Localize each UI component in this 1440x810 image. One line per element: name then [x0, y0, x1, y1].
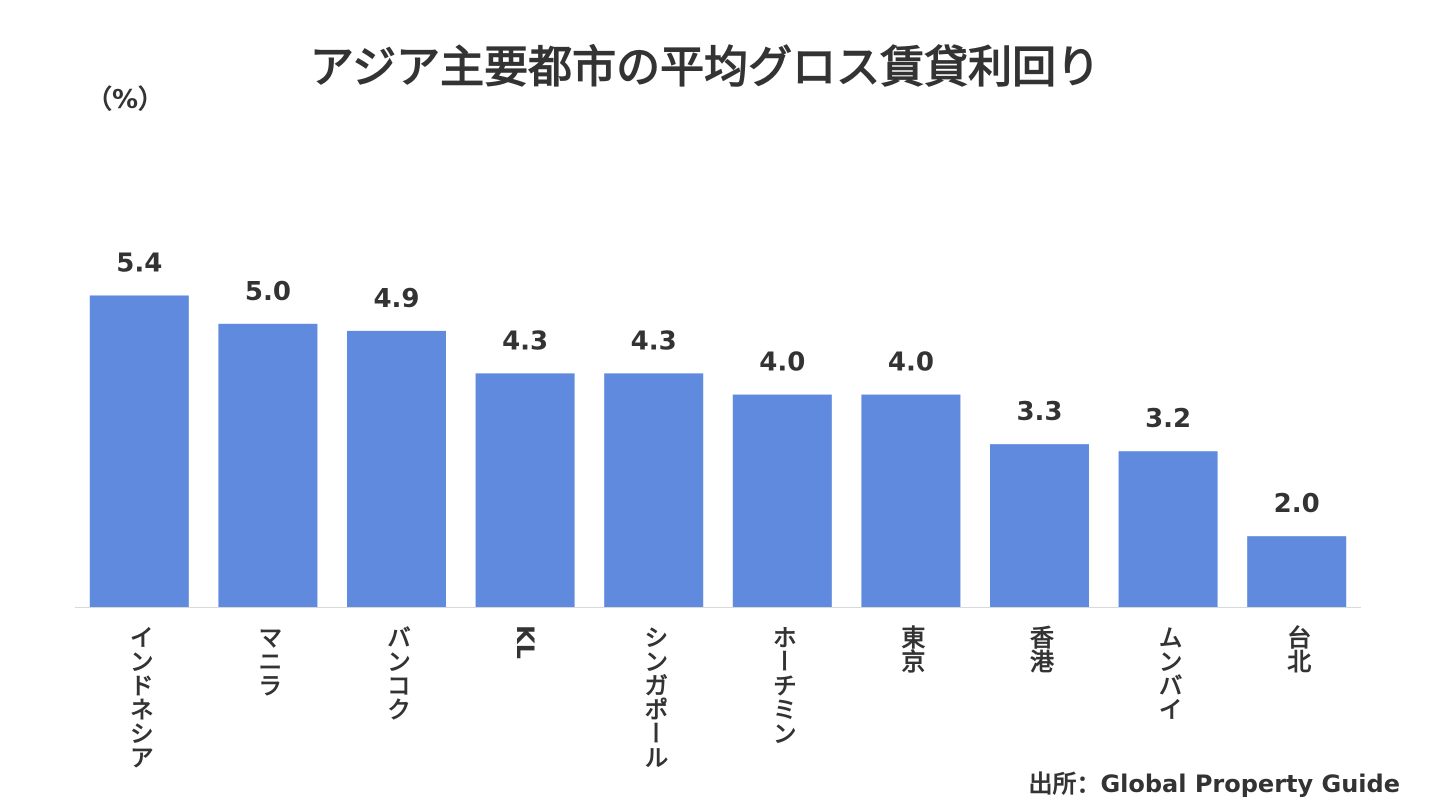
x-tick-label: マニラ — [254, 625, 282, 697]
bar — [346, 330, 447, 607]
y-axis-label: （%） — [86, 85, 164, 115]
value-label: 5.0 — [245, 277, 291, 307]
value-label: 4.3 — [631, 326, 677, 356]
x-tick-label: バンコク — [383, 625, 411, 721]
x-tick-label: インドネシア — [125, 625, 153, 769]
value-label: 4.9 — [373, 284, 419, 314]
x-tick-label: ホーチミン — [768, 625, 796, 745]
value-label: 3.2 — [1145, 404, 1191, 434]
source-note: 出所：Global Property Guide — [1028, 770, 1400, 798]
x-tick-label: 香港 — [1026, 625, 1054, 673]
bar — [732, 394, 832, 607]
bar — [1247, 536, 1347, 607]
bar — [89, 295, 189, 607]
value-label: 3.3 — [1016, 397, 1062, 427]
bar — [475, 373, 575, 607]
bar — [218, 323, 318, 607]
x-tick-label: シンガポール — [640, 625, 668, 769]
x-tick-label: 台北 — [1283, 624, 1311, 673]
x-tick-label: KL — [511, 625, 539, 659]
bar — [989, 444, 1090, 607]
value-label: 4.0 — [888, 348, 934, 378]
x-tick-label: ムンバイ — [1154, 625, 1182, 721]
bar — [861, 394, 961, 607]
bar — [1118, 451, 1218, 607]
value-label: 5.4 — [116, 248, 162, 278]
value-label: 4.3 — [502, 326, 548, 356]
value-label: 4.0 — [759, 348, 805, 378]
x-tick-label: 東京 — [897, 625, 925, 674]
chart-title: アジア主要都市の平均グロス賃貸利回り — [310, 42, 1100, 93]
value-label: 2.0 — [1274, 489, 1320, 519]
bar — [604, 373, 704, 607]
